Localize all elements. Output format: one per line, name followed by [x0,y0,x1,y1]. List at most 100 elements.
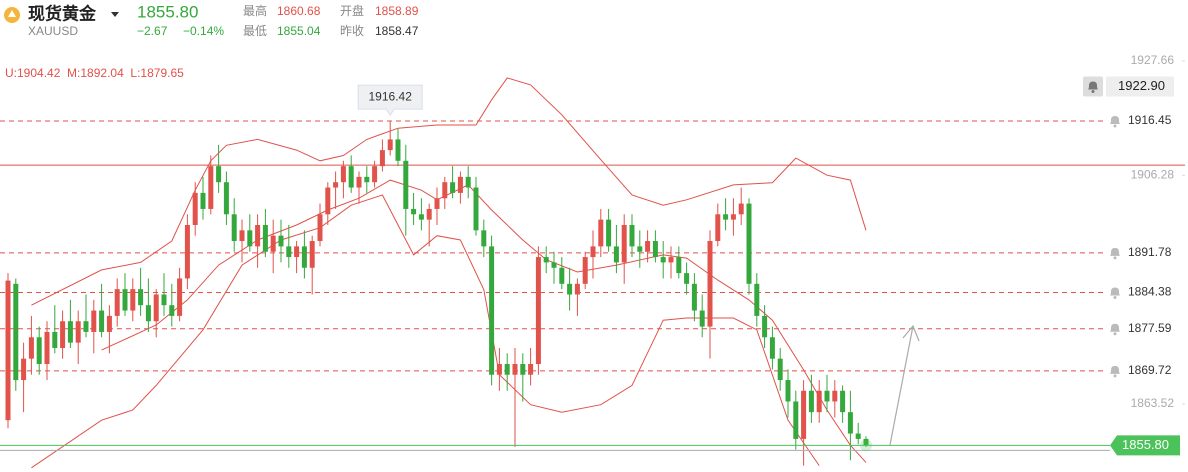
candle-body [247,230,253,247]
candle-body [824,390,830,402]
instrument-symbol: XAUUSD [28,24,78,38]
candle-body [489,246,495,375]
bell-icon [1091,89,1095,93]
bell-icon [1113,295,1117,299]
candle-body [161,294,167,306]
alert-tag [1106,76,1174,97]
current-price-label: 1855.80 [1122,437,1169,452]
candle-body [5,280,11,421]
candle-body [668,257,674,263]
band-line [31,77,867,306]
y-tick-label: 1927.66 [1131,53,1175,67]
alert-label: 1869.72 [1128,363,1172,377]
candle-body [637,246,643,252]
candle-body [473,187,479,231]
candle-body [411,208,417,215]
dropdown-arrow[interactable] [111,12,119,17]
candle-body [21,358,27,381]
candle-body [590,246,596,258]
candle-body [730,214,736,220]
candle-body [177,278,183,316]
candle-body [832,390,838,402]
bell-icon[interactable] [1110,365,1120,374]
candle-body [621,224,627,263]
candle-body [294,246,300,258]
candle-body [301,246,307,268]
candle-body [255,224,261,247]
high-callout [357,84,423,117]
candle-body [426,208,432,220]
candle-body [606,219,612,247]
candle-body [434,198,440,209]
candle-body [629,224,635,247]
candle-body [699,310,705,327]
bell-icon[interactable] [1110,323,1120,332]
candle-body [356,176,362,188]
candle-body [691,283,697,311]
candle-body [145,305,151,322]
candle-body [754,283,760,316]
candle-body [535,257,541,365]
alert-label: 1891.78 [1128,245,1172,259]
candle-body [746,203,752,284]
candle-body [816,390,822,413]
candle-body [504,364,510,375]
bell-icon [1113,256,1117,260]
bell-icon[interactable] [1110,247,1120,256]
y-tick-label: 1906.28 [1131,168,1175,182]
candle-body [652,241,658,258]
candle-body [208,166,214,209]
candle-body [512,364,518,375]
candle-body [598,219,604,247]
candle-body [801,390,807,439]
candle-body [153,294,159,322]
candle-body [450,182,456,193]
candle-body [114,289,120,316]
candle-body [738,203,744,215]
candle-body [75,321,81,343]
candle-body [551,262,557,268]
alert-label: 1877.59 [1128,321,1172,335]
candle-body [777,358,783,381]
candle-body [855,433,861,439]
candle-body [99,310,105,332]
bell-icon[interactable] [1110,115,1120,124]
candle-body [130,289,136,311]
candle-body [13,283,19,381]
stat-label: 开盘 [340,3,364,18]
candle-body [223,182,229,215]
candle-body [457,176,463,193]
candle-body [317,214,323,242]
candle-body [785,380,791,402]
candle-body [559,267,565,284]
candle-body [808,390,814,413]
bell-icon[interactable] [1110,287,1120,296]
alert-label: 1916.45 [1128,113,1172,127]
candle-body [465,176,471,188]
candle-body [52,331,58,348]
candle-body [262,224,268,252]
candle-body [660,257,666,263]
bands-legend: U:1904.42 M:1892.04 L:1879.65 [5,66,184,80]
candle-body [192,192,198,225]
candle-body [270,235,276,252]
candle-body [340,166,346,183]
candle-body [403,160,409,209]
instrument-name[interactable]: 现货黄金 [28,3,97,23]
candle-body [91,310,97,332]
candle-body [676,257,682,274]
candle-body [707,241,713,327]
candle-body [442,182,448,199]
candle-body [36,337,42,365]
candle-body [169,305,175,316]
candle-body [200,192,206,209]
stat-value: 1858.89 [375,4,419,18]
bell-icon[interactable] [1088,81,1098,90]
candle-body [793,401,799,439]
candle-body [543,257,549,263]
candle-body [60,321,66,348]
candle-body [28,337,34,359]
candle-body [122,289,128,311]
candle-body [863,438,869,446]
